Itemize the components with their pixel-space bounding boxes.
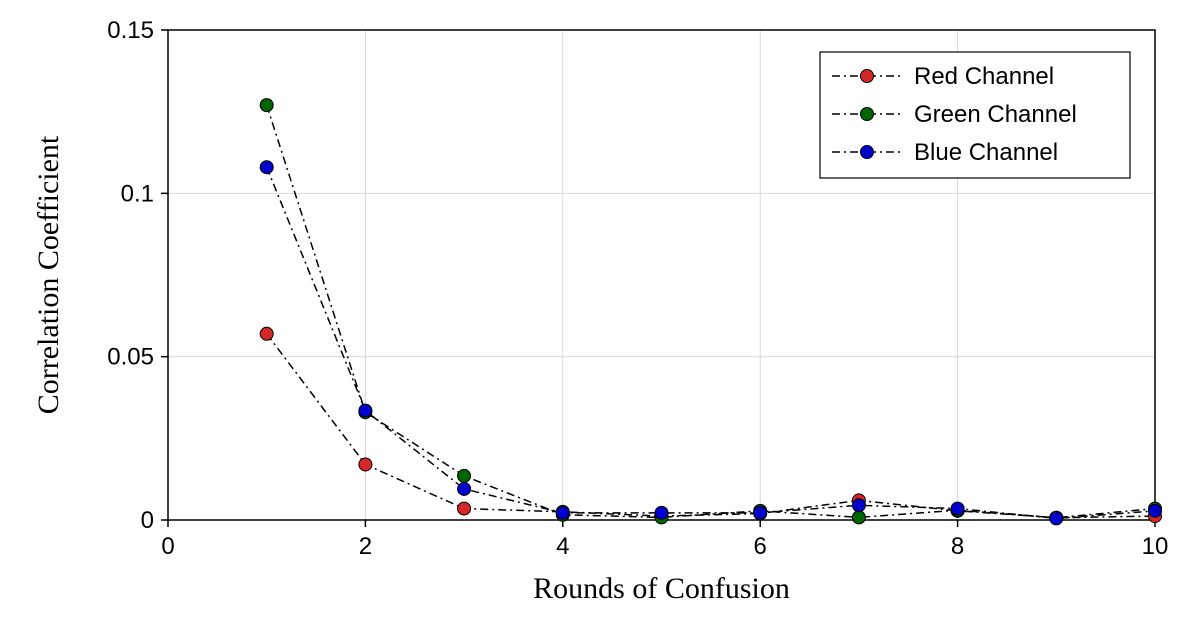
legend: Red Channel Green Channel Blue Channel bbox=[820, 52, 1130, 178]
series-marker-2 bbox=[1050, 512, 1063, 525]
series-marker-2 bbox=[1149, 504, 1162, 517]
y-axis-label: Correlation Coefficient bbox=[32, 135, 65, 414]
series-marker-2 bbox=[359, 404, 372, 417]
series-marker-0 bbox=[458, 502, 471, 515]
series-marker-2 bbox=[655, 506, 668, 519]
series-marker-2 bbox=[951, 502, 964, 515]
x-tick-label: 10 bbox=[1142, 533, 1169, 560]
series-marker-0 bbox=[260, 327, 273, 340]
series-marker-1 bbox=[852, 511, 865, 524]
series-marker-1 bbox=[260, 99, 273, 112]
x-tick-label: 8 bbox=[951, 533, 964, 560]
legend-label-2: Blue Channel bbox=[914, 139, 1058, 166]
series-marker-2 bbox=[260, 161, 273, 174]
series-marker-2 bbox=[754, 506, 767, 519]
series-marker-2 bbox=[852, 499, 865, 512]
series-marker-2 bbox=[458, 482, 471, 495]
chart-svg: 0 2 4 6 8 10 0 0.05 0.1 0.15 Rounds of Confusion Co… bbox=[0, 0, 1200, 623]
x-tick-label: 0 bbox=[161, 533, 174, 560]
y-tick-label: 0.1 bbox=[121, 180, 154, 207]
chart-container: 0 2 4 6 8 10 0 0.05 0.1 0.15 Rounds of Confusion Co… bbox=[0, 0, 1200, 623]
legend-label-0: Red Channel bbox=[914, 63, 1054, 90]
y-tick-label: 0.05 bbox=[107, 344, 154, 371]
y-tick-label: 0.15 bbox=[107, 17, 154, 44]
x-tick-label: 6 bbox=[754, 533, 767, 560]
series-marker-2 bbox=[556, 506, 569, 519]
x-tick-label: 2 bbox=[359, 533, 372, 560]
series-marker-0 bbox=[359, 458, 372, 471]
legend-label-1: Green Channel bbox=[914, 101, 1077, 128]
x-tick-label: 4 bbox=[556, 533, 569, 560]
y-tick-label: 0 bbox=[141, 507, 154, 534]
x-axis-label: Rounds of Confusion bbox=[533, 572, 790, 605]
series-marker-1 bbox=[458, 469, 471, 482]
